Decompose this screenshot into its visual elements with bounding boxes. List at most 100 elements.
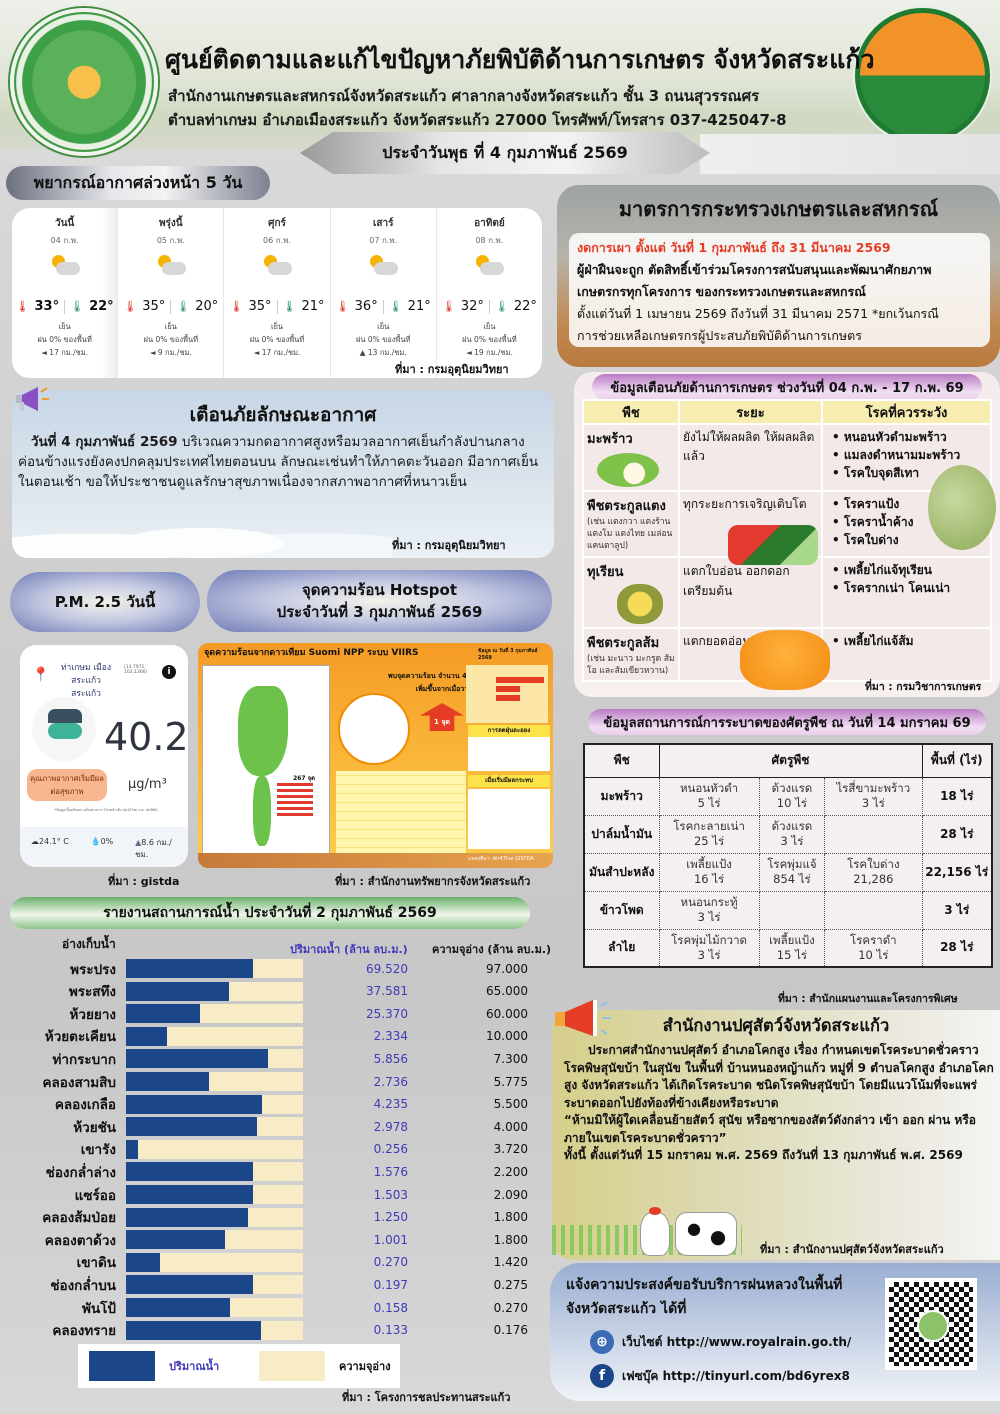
col-header-stage: ระยะ	[678, 399, 823, 425]
hotspot-graphic-date: ข้อมูล ณ วันที่ 3 กุมภาพันธ์ 2569	[478, 648, 538, 661]
address-line-2: ตำบลท่าเกษม อำเภอเมืองสระแก้ว จังหวัดสระ…	[168, 111, 787, 129]
melon-image	[928, 465, 996, 550]
reservoir-name: คลองทราย	[52, 1323, 116, 1340]
measures-box: งดการเผา ตั้งแต่ วันที่ 1 กุมภาพันธ์ ถึง…	[569, 233, 990, 347]
globe-icon: ⊕	[590, 1330, 614, 1354]
weather-warning-date: วันที่ 4 กุมภาพันธ์ 2569	[30, 434, 178, 450]
water-chart-row: ห้วยยาง 25.370 60.000	[10, 1003, 555, 1024]
pest-name: โรคใบด่าง	[847, 857, 900, 871]
capacity-bar	[126, 1275, 303, 1295]
weather-warning-text: บริเวณความกดอากาศสูงหรือมวลอากาศเย็นกำลั…	[18, 434, 539, 490]
water-chart-row: เขารัง 0.256 3.720	[10, 1139, 555, 1160]
pest-title: ข้อมูลสถานการณ์การระบาดของศัตรูพืช ณ วัน…	[588, 709, 986, 735]
capacity-value: 1.800	[493, 1210, 528, 1225]
capacity-bar	[126, 1252, 303, 1272]
crop-name: มะพร้าว	[583, 776, 660, 816]
partly-cloudy-icon	[262, 255, 292, 277]
partly-cloudy-icon	[474, 255, 505, 277]
volume-value: 0.197	[373, 1277, 408, 1292]
volume-bar	[126, 1162, 254, 1182]
pm25-value: 40.2	[104, 715, 188, 759]
volume-bar	[126, 1298, 231, 1317]
weather-warning-panel: เตือนภัยลักษณะอากาศ วันที่ 4 กุมภาพันธ์ …	[12, 390, 554, 558]
condition: เย็น	[58, 322, 71, 331]
volume-value: 2.978	[373, 1119, 408, 1134]
volume-value: 0.270	[373, 1255, 408, 1270]
district-bar-chart	[466, 665, 548, 723]
masked-face-icon	[32, 697, 96, 761]
sa-kaeo-zoom-map	[338, 693, 410, 765]
rain-chance: ฝน 0% ของพื้นที่	[37, 335, 92, 344]
capacity-bar	[126, 1162, 303, 1182]
reservoir-name: พระสทึง	[68, 984, 116, 1001]
volume-bar	[126, 1026, 167, 1046]
volume-bar	[126, 1320, 261, 1340]
water-chart-row: คลองสามสิบ 2.736 5.775	[10, 1071, 555, 1092]
water-chart-row: คลองตาด้วง 1.001 1.800	[10, 1229, 555, 1250]
day-name: อาทิตย์	[474, 218, 505, 229]
livestock-period: ทั้งนี้ ตั้งแต่วันที่ 15 มกราคม พ.ศ. 256…	[564, 1148, 963, 1162]
qr-code[interactable]	[885, 1278, 977, 1370]
day-name: พรุ่งนี้	[158, 218, 183, 229]
pm25-footer: ☁24.1° C 💧0% ▲8.6 กม./ชม.	[20, 827, 188, 867]
day-date: 04 ก.พ.	[50, 236, 79, 245]
crop-name: มันสำปะหลัง	[583, 852, 660, 892]
pest-area: 10 ไร่	[858, 947, 889, 962]
address-line-1: สำนักงานเกษตรและสหกรณ์จังหวัดสระแก้ว ศาล…	[168, 87, 760, 105]
thermometer-hot-icon: 🌡	[441, 300, 456, 313]
risk-item: เพลี้ยไก่แจ้ส้ม	[826, 632, 987, 650]
crop-warning-title: ข้อมูลเตือนภัยด้านการเกษตร ช่วงวันที่ 04…	[592, 374, 982, 400]
rain-chance: ฝน 0% ของพื้นที่	[462, 335, 517, 344]
risk-item: โรครากเน่า โคนเน่า	[826, 579, 987, 597]
thermometer-hot-icon: 🌡	[15, 300, 30, 313]
forecast-day-4: อาทิตย์ 08 ก.พ. 🌡 32° 🌡 22° เย็น ฝน 0% ของพื…	[437, 208, 542, 378]
capacity-value: 7.300	[493, 1051, 528, 1066]
capacity-value: 2.200	[493, 1164, 528, 1179]
volume-bar	[126, 1094, 263, 1114]
hotspot-footer	[198, 853, 553, 868]
website-link[interactable]: ⊕ เว็บไซต์ http://www.royalrain.go.th/	[590, 1330, 851, 1354]
measures-line-4: การช่วยเหลือเกษตรกรผู้ประสบภัยพิบัติด้าน…	[577, 328, 863, 343]
temp-low: 21°	[301, 299, 325, 314]
volume-bar	[126, 1185, 254, 1204]
reservoir-name: ห้วยชัน	[73, 1119, 116, 1136]
col-header-pests: ศัตรูพืช	[658, 743, 923, 778]
temp-high: 35°	[248, 299, 272, 314]
megaphone-red-icon	[555, 1000, 611, 1036]
reservoir-name: คลองส้มป่อย	[42, 1210, 116, 1227]
forecast-heading: พยากรณ์อากาศล่วงหน้า 5 วัน	[6, 166, 270, 200]
day-date: 08 ก.พ.	[475, 236, 504, 245]
facebook-url[interactable]: เฟซบุ๊ค http://tinyurl.com/bd6yrex8	[622, 1368, 850, 1383]
crop-name: ข้าวโพด	[583, 890, 660, 930]
col-header-capacity: ความจุอ่าง (ล้าน ลบ.ม.)	[432, 943, 552, 956]
volume-bar	[126, 1252, 160, 1272]
thermometer-cold-icon: 🌡	[388, 300, 403, 313]
water-source: ที่มา : โครงการชลประทานสระแก้ว	[342, 1391, 511, 1404]
capacity-value: 0.176	[493, 1323, 528, 1338]
pest-table: พืช ศัตรูพืช พื้นที่ (ไร่) มะพร้าว หนอนห…	[583, 743, 993, 968]
website-url[interactable]: เว็บไซต์ http://www.royalrain.go.th/	[622, 1334, 852, 1349]
water-chart-row: แซร์ออ 1.503 2.090	[10, 1184, 555, 1205]
crop-name: พืชตระกูลส้ม	[587, 636, 660, 651]
forecast-day-1: พรุ่งนี้ 05 ก.พ. 🌡 35° 🌡 20° เย็น ฝน 0% ของพ…	[118, 208, 225, 378]
royal-rain-title-line1: แจ้งความประสงค์ขอรับบริการฝนหลวงในพื้นที…	[566, 1277, 843, 1293]
temp-low: 20°	[195, 299, 219, 314]
livestock-announcement: ประกาศสำนักงานปศุสัตว์ อำเภอโคกสูง เรื่อ…	[564, 1043, 994, 1110]
pm25-temp: 24.1° C	[38, 837, 69, 846]
location-pin-icon: 📍	[32, 667, 50, 683]
pm25-heading: P.M. 2.5 วันนี้	[10, 572, 200, 632]
total-area: 3 ไร่	[921, 890, 993, 930]
water-chart-row: ช่องกล่ำล่าง 1.576 2.200	[10, 1161, 555, 1182]
crop-name: มะพร้าว	[587, 432, 633, 447]
crop-stage: ยังไม่ให้ผลผลิต ให้ผลผลิตแล้ว	[678, 423, 823, 492]
temp-high: 35°	[142, 299, 166, 314]
facebook-link[interactable]: f เฟซบุ๊ค http://tinyurl.com/bd6yrex8	[590, 1364, 850, 1388]
megaphone-icon	[16, 387, 49, 411]
day-name: เสาร์	[372, 218, 394, 229]
rain-chance: ฝน 0% ของพื้นที่	[355, 335, 411, 344]
weather-warning-source: ที่มา : กรมอุตุนิยมวิทยา	[392, 539, 506, 552]
info-icon[interactable]: i	[162, 665, 176, 679]
thermometer-cold-icon: 🌡	[176, 300, 191, 313]
pest-area: 854 ไร่	[773, 872, 811, 886]
risk-item: เพลี้ยไก่แจ้ทุเรียน	[826, 561, 987, 579]
